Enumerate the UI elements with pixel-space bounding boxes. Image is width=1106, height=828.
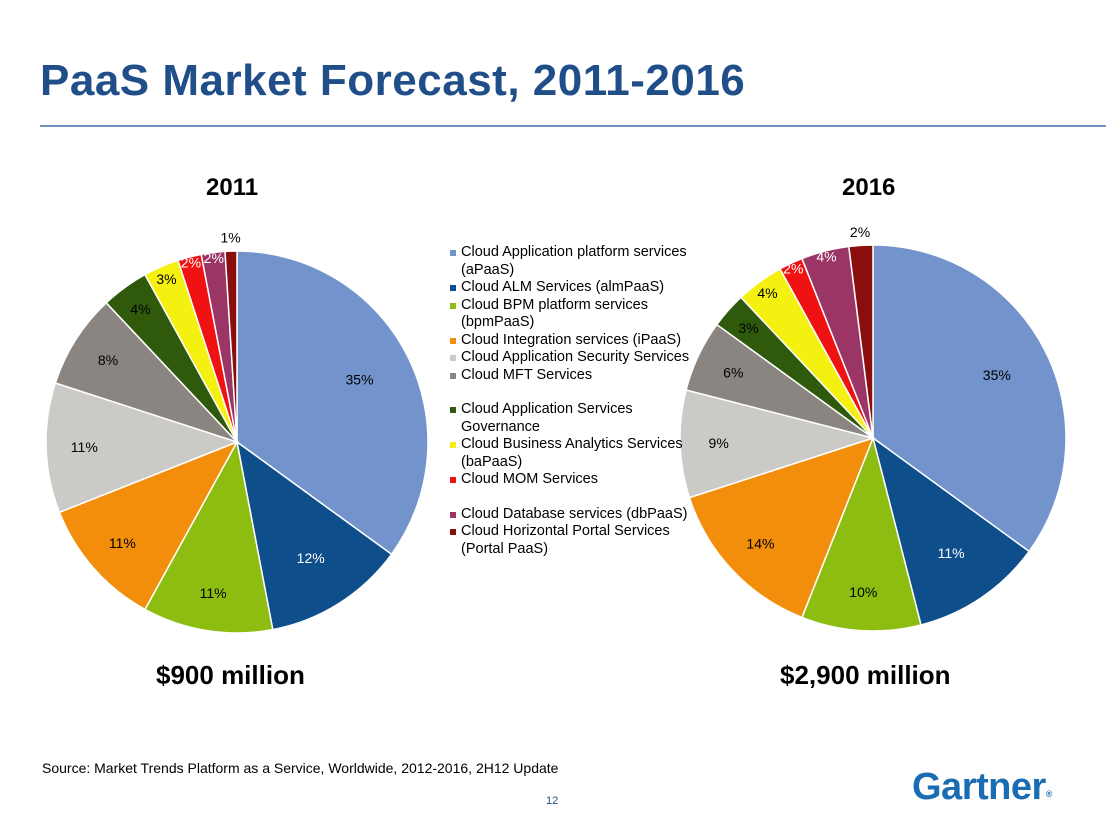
legend-item: Cloud Integration services (iPaaS) bbox=[450, 332, 690, 350]
pie-slice-2016 bbox=[800, 435, 922, 632]
legend-item: Cloud Business Analytics Services (baPaa… bbox=[450, 436, 690, 471]
pie-slice-2011 bbox=[236, 250, 429, 556]
legend-swatch bbox=[450, 529, 456, 535]
pie-label-2016: 3% bbox=[738, 320, 758, 336]
pie-slice-2011 bbox=[224, 250, 238, 443]
pie-label-2011: 4% bbox=[130, 301, 150, 317]
pie-label-2016: 10% bbox=[849, 584, 877, 600]
pie-label-2016: 2% bbox=[783, 261, 803, 277]
pie-slice-2016 bbox=[847, 244, 874, 439]
pie-label-2011: 2% bbox=[181, 255, 201, 271]
legend-label: Cloud Business Analytics Services (baPaa… bbox=[461, 436, 683, 470]
legend-item: Cloud Horizontal Portal Services (Portal… bbox=[450, 523, 690, 558]
pie-label-2011: 3% bbox=[156, 271, 176, 287]
legend-swatch bbox=[450, 442, 456, 448]
legend-item: Cloud Database services (dbPaaS) bbox=[450, 506, 690, 524]
pie-title-2011: 2011 bbox=[206, 174, 259, 201]
legend-item: Cloud Application platform services (aPa… bbox=[450, 244, 690, 279]
pie-slice-2016 bbox=[871, 436, 1031, 626]
legend-item: Cloud BPM platform services (bpmPaaS) bbox=[450, 297, 690, 332]
pie-slice-2016 bbox=[872, 244, 1067, 553]
pie-slice-2016 bbox=[679, 389, 876, 499]
legend-label: Cloud Application Services Governance bbox=[461, 401, 633, 435]
legend-label: Cloud Horizontal Portal Services (Portal… bbox=[461, 523, 670, 557]
pie-label-2011: 12% bbox=[297, 550, 325, 566]
legend-item: Cloud Application Services Governance bbox=[450, 401, 690, 436]
pie-title-2016: 2016 bbox=[842, 174, 896, 201]
legend-swatch bbox=[450, 285, 456, 291]
legend-label: Cloud Application platform services (aPa… bbox=[461, 244, 687, 278]
pie-label-2011: 8% bbox=[98, 352, 118, 368]
pie-label-2016: 35% bbox=[983, 367, 1011, 383]
pie-slice-2011 bbox=[54, 301, 238, 443]
pie-label-2011: 11% bbox=[109, 535, 136, 551]
pie-label-2016: 9% bbox=[709, 435, 729, 451]
legend-swatch bbox=[450, 355, 456, 361]
legend-swatch bbox=[450, 407, 456, 413]
pie-total-2016: $2,900 million bbox=[780, 660, 951, 690]
pie-slice-2011 bbox=[58, 440, 239, 611]
pie-label-2016: 2% bbox=[850, 224, 870, 240]
legend-label: Cloud ALM Services (almPaaS) bbox=[461, 279, 665, 295]
legend-swatch bbox=[450, 302, 456, 309]
legend-label: Cloud Database services (dbPaaS) bbox=[461, 505, 688, 522]
legend-item: Cloud MOM Services bbox=[450, 471, 690, 489]
title-divider bbox=[40, 125, 1106, 127]
pie-label-2016: 4% bbox=[757, 285, 777, 301]
legend-swatch bbox=[450, 477, 456, 483]
legend-label: Cloud Integration services (iPaaS) bbox=[461, 331, 682, 348]
legend-item: Cloud Application Security Services bbox=[450, 349, 690, 367]
legend-swatch bbox=[450, 337, 456, 344]
page-number: 12 bbox=[546, 795, 559, 807]
pie-label-2011: 35% bbox=[346, 372, 374, 388]
pie-label-2011: 11% bbox=[200, 585, 227, 601]
pie-label-2016: 11% bbox=[938, 545, 965, 561]
legend-label: Cloud BPM platform services (bpmPaaS) bbox=[461, 296, 648, 331]
pie-label-2011: 11% bbox=[71, 439, 98, 455]
legend-label: Cloud Application Security Services bbox=[461, 349, 690, 365]
gartner-logo: Gartner® bbox=[912, 766, 1052, 808]
pie-label-2011: 1% bbox=[220, 230, 240, 246]
legend-label: Cloud MOM Services bbox=[461, 471, 598, 487]
pie-label-2011: 2% bbox=[204, 250, 224, 266]
source-note: Source: Market Trends Platform as a Serv… bbox=[42, 760, 559, 776]
legend-item: Cloud ALM Services (almPaaS) bbox=[450, 279, 690, 297]
chart-legend: Cloud Application platform services (aPa… bbox=[450, 244, 690, 558]
pie-slice-2011 bbox=[235, 440, 393, 631]
legend-swatch bbox=[450, 250, 456, 256]
logo-text: Gartner bbox=[912, 766, 1046, 808]
pie-total-2011: $900 million bbox=[156, 660, 305, 690]
legend-label: Cloud MFT Services bbox=[461, 366, 593, 383]
legend-swatch bbox=[450, 372, 456, 379]
pie-label-2016: 4% bbox=[816, 249, 836, 265]
legend-item: Cloud MFT Services bbox=[450, 367, 690, 385]
pie-slice-2011 bbox=[45, 382, 240, 514]
legend-swatch bbox=[450, 511, 456, 518]
pie-slice-2011 bbox=[143, 439, 274, 634]
pie-label-2016: 6% bbox=[723, 364, 743, 380]
slide-title: PaaS Market Forecast, 2011-2016 bbox=[40, 56, 746, 105]
pie-label-2016: 14% bbox=[746, 536, 774, 552]
